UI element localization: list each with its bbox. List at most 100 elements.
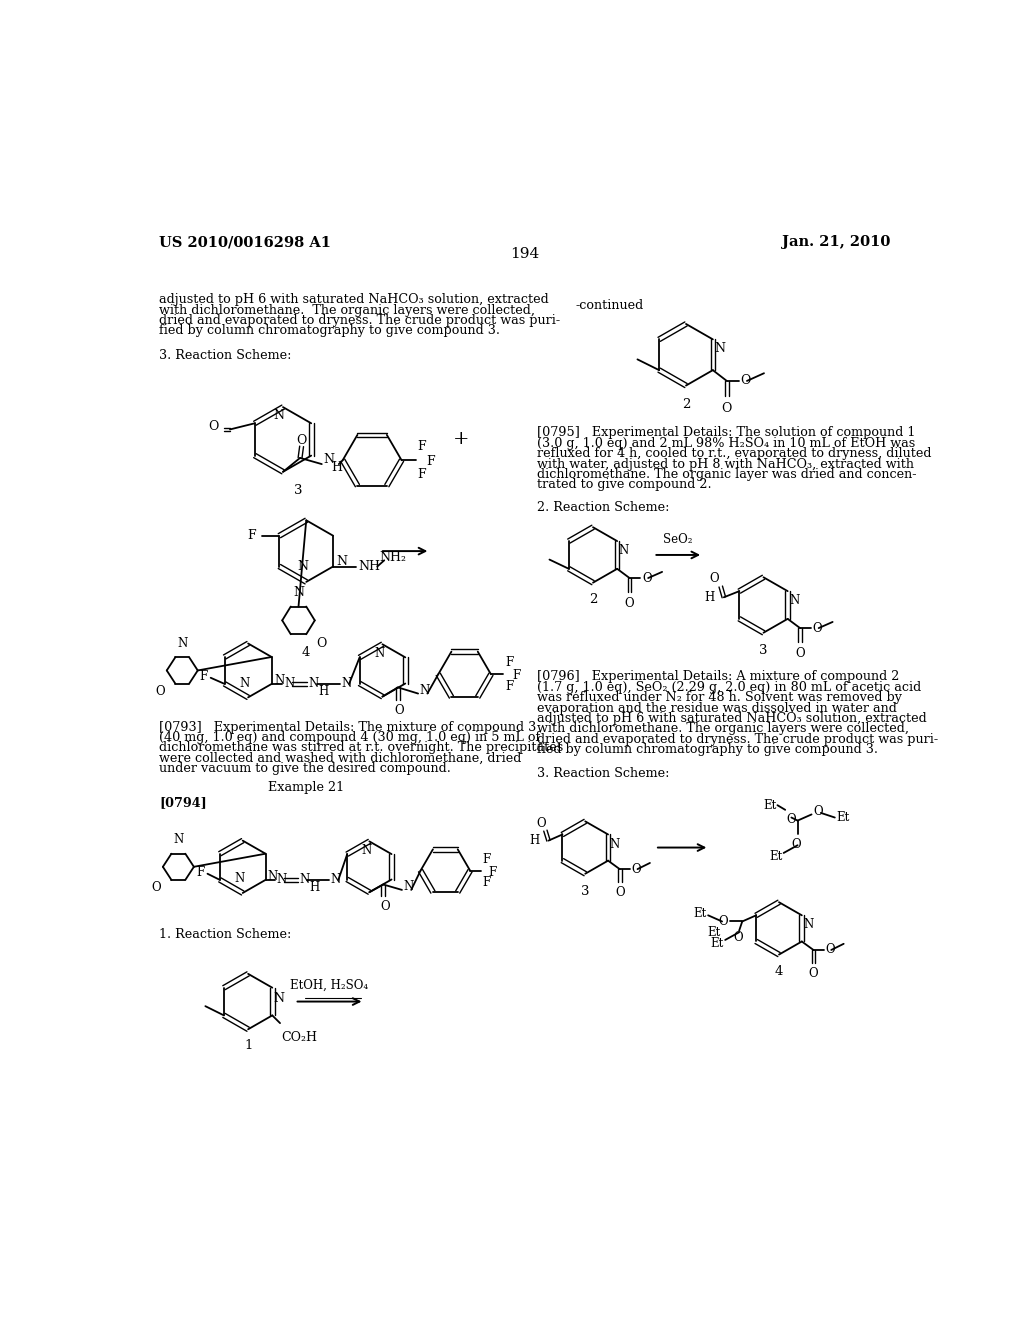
Text: 194: 194 — [510, 247, 540, 261]
Text: H: H — [331, 461, 342, 474]
Text: adjusted to pH 6 with saturated NaHCO₃ solution, extracted: adjusted to pH 6 with saturated NaHCO₃ s… — [159, 293, 549, 306]
Text: CO₂H: CO₂H — [282, 1031, 317, 1044]
Text: N: N — [293, 586, 304, 599]
Text: (1.7 g, 1.0 eq), SeO₂ (2.29 g, 2.0 eq) in 80 mL of acetic acid: (1.7 g, 1.0 eq), SeO₂ (2.29 g, 2.0 eq) i… — [538, 681, 922, 694]
Text: Et: Et — [711, 936, 724, 949]
Text: 4: 4 — [302, 645, 310, 659]
Text: N: N — [403, 880, 414, 894]
Text: -continued: -continued — [575, 298, 644, 312]
Text: with dichloromethane. The organic layers were collected,: with dichloromethane. The organic layers… — [538, 722, 909, 735]
Text: N: N — [234, 873, 245, 886]
Text: N: N — [284, 677, 294, 690]
Text: under vacuum to give the desired compound.: under vacuum to give the desired compoun… — [159, 762, 451, 775]
Text: 3. Reaction Scheme:: 3. Reaction Scheme: — [159, 350, 292, 363]
Text: [0794]: [0794] — [159, 796, 207, 809]
Text: O: O — [156, 685, 165, 698]
Text: N: N — [336, 556, 347, 569]
Text: SeO₂: SeO₂ — [664, 533, 693, 546]
Text: F: F — [426, 455, 435, 469]
Text: N: N — [177, 636, 187, 649]
Text: F: F — [505, 680, 513, 693]
Text: O: O — [786, 813, 797, 826]
Text: H: H — [318, 685, 329, 698]
Text: O: O — [809, 966, 818, 979]
Text: with dichloromethane.  The organic layers were collected,: with dichloromethane. The organic layers… — [159, 304, 535, 317]
Text: 3. Reaction Scheme:: 3. Reaction Scheme: — [538, 767, 670, 780]
Text: O: O — [632, 862, 641, 875]
Text: N: N — [618, 544, 629, 557]
Text: trated to give compound 2.: trated to give compound 2. — [538, 478, 712, 491]
Text: N: N — [790, 594, 800, 607]
Text: dried and evaporated to dryness. The crude product was puri-: dried and evaporated to dryness. The cru… — [159, 314, 560, 327]
Text: F: F — [488, 866, 497, 879]
Text: N: N — [804, 919, 814, 932]
Text: with water, adjusted to pH 8 with NaHCO₃, extracted with: with water, adjusted to pH 8 with NaHCO₃… — [538, 458, 914, 470]
Text: 1: 1 — [244, 1039, 252, 1052]
Text: F: F — [197, 866, 205, 879]
Text: N: N — [273, 993, 285, 1006]
Text: O: O — [740, 375, 752, 388]
Text: (40 mg, 1.0 eq) and compound 4 (30 mg, 1.0 eq) in 5 mL of: (40 mg, 1.0 eq) and compound 4 (30 mg, 1… — [159, 731, 541, 744]
Text: N: N — [268, 870, 279, 883]
Text: N: N — [715, 342, 725, 355]
Text: F: F — [248, 529, 256, 543]
Text: NH: NH — [358, 560, 380, 573]
Text: O: O — [813, 805, 822, 818]
Text: H: H — [309, 880, 319, 894]
Text: O: O — [642, 572, 651, 585]
Text: Et: Et — [708, 925, 721, 939]
Text: N: N — [331, 874, 341, 887]
Text: [0796]   Experimental Details: A mixture of compound 2: [0796] Experimental Details: A mixture o… — [538, 671, 899, 684]
Text: O: O — [316, 638, 327, 651]
Text: N: N — [272, 409, 284, 421]
Text: F: F — [513, 669, 521, 682]
Text: 3: 3 — [759, 644, 768, 656]
Text: O: O — [208, 420, 218, 433]
Text: [0793]   Experimental Details: The mixture of compound 3: [0793] Experimental Details: The mixture… — [159, 721, 537, 734]
Text: N: N — [276, 874, 287, 887]
Text: 2. Reaction Scheme:: 2. Reaction Scheme: — [538, 502, 670, 513]
Text: Jan. 21, 2010: Jan. 21, 2010 — [782, 235, 891, 249]
Text: N: N — [361, 845, 372, 858]
Text: evaporation and the residue was dissolved in water and: evaporation and the residue was dissolve… — [538, 702, 897, 714]
Text: dichloromethane was stirred at r.t. overnight. The precipitates: dichloromethane was stirred at r.t. over… — [159, 742, 563, 754]
Text: O: O — [536, 817, 546, 830]
Text: refluxed for 4 h, cooled to r.t., evaporated to dryness, diluted: refluxed for 4 h, cooled to r.t., evapor… — [538, 447, 932, 461]
Text: N: N — [609, 837, 620, 850]
Text: [0795]   Experimental Details: The solution of compound 1: [0795] Experimental Details: The solutio… — [538, 426, 915, 440]
Text: O: O — [614, 886, 625, 899]
Text: fied by column chromatography to give compound 3.: fied by column chromatography to give co… — [538, 743, 879, 756]
Text: H: H — [529, 834, 540, 847]
Text: 2: 2 — [682, 397, 690, 411]
Text: O: O — [733, 931, 743, 944]
Text: O: O — [796, 647, 805, 660]
Text: F: F — [505, 656, 513, 669]
Text: Et: Et — [769, 850, 782, 862]
Text: 3: 3 — [294, 484, 303, 498]
Text: O: O — [380, 900, 390, 913]
Text: adjusted to pH 6 with saturated NaHCO₃ solution, extracted: adjusted to pH 6 with saturated NaHCO₃ s… — [538, 711, 927, 725]
Text: NH₂: NH₂ — [380, 550, 407, 564]
Text: 2: 2 — [589, 594, 597, 606]
Text: fied by column chromatography to give compound 3.: fied by column chromatography to give co… — [159, 325, 500, 338]
Text: N: N — [300, 874, 310, 887]
Text: H: H — [705, 591, 715, 603]
Text: 1. Reaction Scheme:: 1. Reaction Scheme: — [159, 928, 292, 941]
Text: O: O — [625, 597, 635, 610]
Text: N: N — [240, 677, 250, 689]
Text: O: O — [825, 944, 835, 957]
Text: Example 21: Example 21 — [268, 780, 344, 793]
Text: N: N — [341, 677, 351, 690]
Text: F: F — [482, 853, 490, 866]
Text: was refluxed under N₂ for 48 h. Solvent was removed by: was refluxed under N₂ for 48 h. Solvent … — [538, 692, 902, 705]
Text: Et: Et — [837, 810, 850, 824]
Text: N: N — [374, 647, 384, 660]
Text: EtOH, H₂SO₄: EtOH, H₂SO₄ — [291, 978, 369, 991]
Text: O: O — [719, 915, 728, 928]
Text: O: O — [722, 403, 732, 416]
Text: F: F — [200, 669, 208, 682]
Text: Et: Et — [764, 799, 777, 812]
Text: N: N — [298, 560, 308, 573]
Text: O: O — [152, 882, 162, 895]
Text: US 2010/0016298 A1: US 2010/0016298 A1 — [159, 235, 331, 249]
